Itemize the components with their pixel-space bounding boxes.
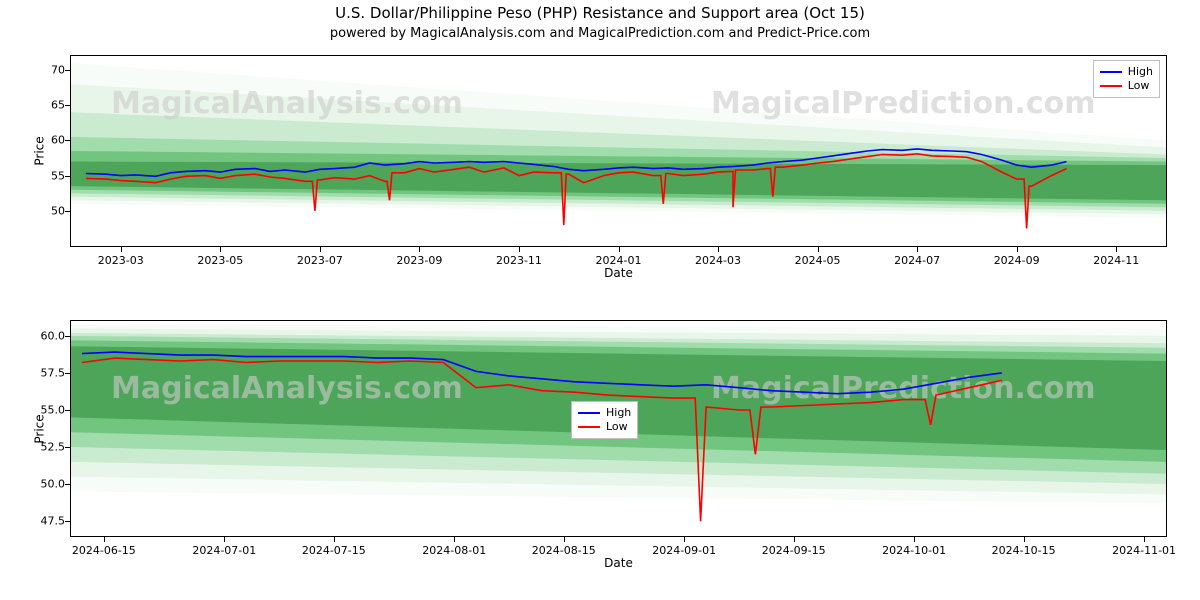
y-tick <box>65 484 71 485</box>
legend-label: Low <box>606 420 628 434</box>
legend-label: Low <box>1128 79 1150 93</box>
x-tick <box>419 246 420 252</box>
x-tick-label: 2024-07 <box>894 254 940 267</box>
x-tick <box>454 536 455 542</box>
y-tick-label: 65 <box>31 99 65 112</box>
x-tick <box>917 246 918 252</box>
x-tick-label: 2024-07-01 <box>192 544 256 557</box>
figure: U.S. Dollar/Philippine Peso (PHP) Resist… <box>0 0 1200 600</box>
series-high <box>82 352 1002 394</box>
x-tick-label: 2023-07 <box>297 254 343 267</box>
y-tick-label: 50.0 <box>31 478 65 491</box>
x-tick <box>794 536 795 542</box>
y-tick-label: 50 <box>31 204 65 217</box>
x-tick <box>104 536 105 542</box>
legend-swatch <box>578 426 600 428</box>
x-axis-label: Date <box>71 556 1166 570</box>
legend-swatch <box>1100 85 1122 87</box>
y-tick <box>65 70 71 71</box>
panel-bottom: MagicalAnalysis.com MagicalPrediction.co… <box>70 320 1167 537</box>
legend-swatch <box>1100 71 1122 73</box>
x-tick <box>224 536 225 542</box>
chart-title: U.S. Dollar/Philippine Peso (PHP) Resist… <box>0 4 1200 22</box>
x-tick-label: 2024-03 <box>695 254 741 267</box>
x-tick-label: 2024-08-01 <box>422 544 486 557</box>
series-low <box>82 358 1002 521</box>
chart-subtitle: powered by MagicalAnalysis.com and Magic… <box>0 26 1200 41</box>
y-tick <box>65 336 71 337</box>
x-tick <box>1017 246 1018 252</box>
x-tick <box>684 536 685 542</box>
x-tick <box>718 246 719 252</box>
x-tick-label: 2024-09-01 <box>652 544 716 557</box>
y-tick <box>65 373 71 374</box>
x-tick-label: 2024-09 <box>994 254 1040 267</box>
y-tick <box>65 521 71 522</box>
x-tick <box>121 246 122 252</box>
legend-item: Low <box>578 420 631 434</box>
x-tick-label: 2024-07-15 <box>302 544 366 557</box>
y-tick <box>65 410 71 411</box>
y-tick-label: 52.5 <box>31 441 65 454</box>
x-tick-label: 2024-08-15 <box>532 544 596 557</box>
plot-area-top: MagicalAnalysis.com MagicalPrediction.co… <box>71 56 1166 246</box>
x-tick <box>1024 536 1025 542</box>
x-axis-label: Date <box>71 266 1166 280</box>
x-tick <box>334 536 335 542</box>
x-tick <box>1116 246 1117 252</box>
x-tick-label: 2024-10-15 <box>992 544 1056 557</box>
panel-top: MagicalAnalysis.com MagicalPrediction.co… <box>70 55 1167 247</box>
x-tick-label: 2024-11 <box>1093 254 1139 267</box>
x-tick-label: 2023-11 <box>496 254 542 267</box>
x-tick <box>220 246 221 252</box>
y-tick-label: 70 <box>31 64 65 77</box>
x-tick <box>914 536 915 542</box>
x-tick <box>818 246 819 252</box>
x-tick-label: 2023-03 <box>98 254 144 267</box>
y-tick-label: 60.0 <box>31 329 65 342</box>
x-tick-label: 2024-11-01 <box>1112 544 1176 557</box>
y-tick <box>65 105 71 106</box>
y-tick <box>65 211 71 212</box>
y-tick <box>65 447 71 448</box>
y-tick <box>65 140 71 141</box>
legend-item: High <box>578 406 631 420</box>
x-tick <box>320 246 321 252</box>
legend-label: High <box>606 406 631 420</box>
x-tick-label: 2023-09 <box>396 254 442 267</box>
x-tick <box>519 246 520 252</box>
x-tick-label: 2024-06-15 <box>72 544 136 557</box>
legend: HighLow <box>571 401 638 439</box>
x-tick-label: 2024-01 <box>596 254 642 267</box>
series-high <box>86 149 1067 176</box>
x-tick <box>619 246 620 252</box>
x-tick-label: 2023-05 <box>197 254 243 267</box>
x-tick-label: 2024-10-01 <box>882 544 946 557</box>
legend-item: High <box>1100 65 1153 79</box>
y-tick-label: 47.5 <box>31 515 65 528</box>
series-low <box>86 154 1067 229</box>
x-tick <box>564 536 565 542</box>
y-tick-label: 57.5 <box>31 366 65 379</box>
legend-swatch <box>578 412 600 414</box>
x-tick <box>1144 536 1145 542</box>
y-tick <box>65 176 71 177</box>
x-tick-label: 2024-09-15 <box>762 544 826 557</box>
y-tick-label: 55.0 <box>31 403 65 416</box>
legend-label: High <box>1128 65 1153 79</box>
legend-item: Low <box>1100 79 1153 93</box>
y-axis-label: Price <box>33 414 47 443</box>
y-tick-label: 55 <box>31 169 65 182</box>
y-tick-label: 60 <box>31 134 65 147</box>
legend: HighLow <box>1093 60 1160 98</box>
x-tick-label: 2024-05 <box>795 254 841 267</box>
price-series <box>71 56 1166 246</box>
